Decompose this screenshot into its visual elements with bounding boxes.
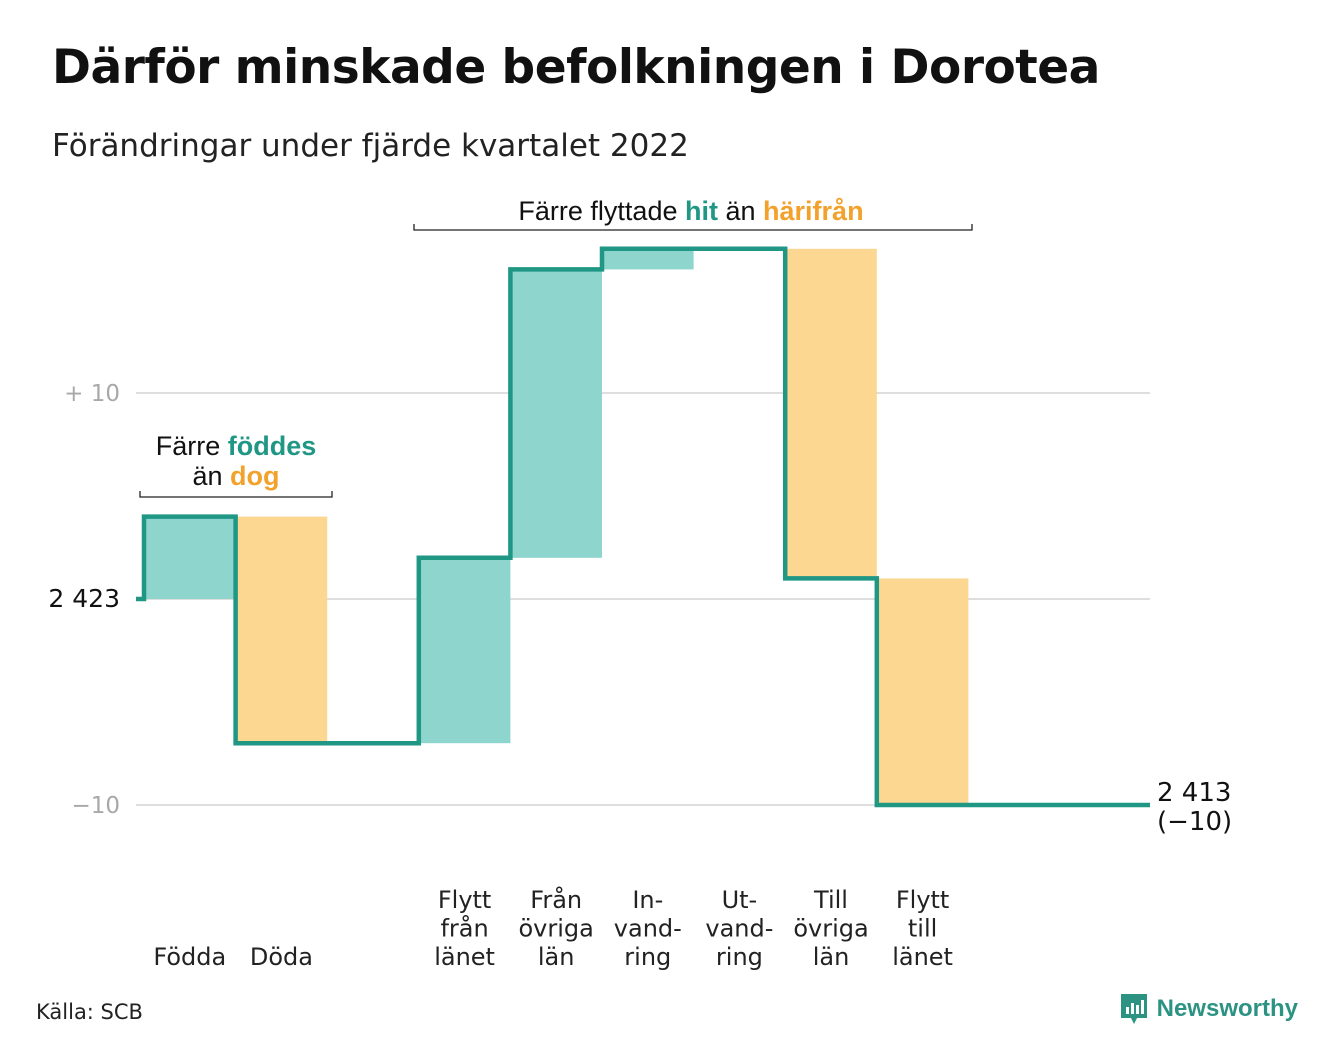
- category-label: Flytt: [896, 886, 950, 914]
- waterfall-bar: [510, 269, 602, 558]
- category-label: Flytt: [438, 886, 492, 914]
- newsworthy-logo: Newsworthy: [1119, 992, 1298, 1026]
- births-annotation-bracket: [139, 491, 333, 498]
- end-change-label: (−10): [1157, 807, 1232, 837]
- newsworthy-logo-icon: [1120, 994, 1147, 1024]
- category-label: Födda: [153, 943, 226, 971]
- category-label: från: [440, 914, 488, 943]
- category-label: Till: [813, 886, 848, 914]
- migration-annotation-bracket: [413, 224, 973, 231]
- start-value-label: 2 423: [48, 584, 120, 613]
- category-label: Från: [530, 885, 582, 914]
- category-label: vand-: [705, 915, 773, 943]
- waterfall-bar: [235, 516, 328, 744]
- category-label: övriga: [793, 915, 868, 943]
- category-label: Döda: [250, 943, 313, 971]
- waterfall-bar: [144, 516, 236, 599]
- cumulative-step-line: [136, 246, 1150, 808]
- waterfall-bar: [876, 578, 969, 805]
- category-label: ring: [624, 943, 671, 971]
- y-tick-label: + 10: [64, 381, 120, 407]
- category-label: Ut-: [722, 886, 758, 914]
- chart-title: Därför minskade befolkningen i Dorotea: [52, 40, 1100, 95]
- source-note: Källa: SCB: [36, 1000, 143, 1024]
- migration-annotation: Färre flyttade hit än härifrån: [518, 196, 863, 226]
- chart-subtitle: Förändringar under fjärde kvartalet 2022: [52, 128, 689, 164]
- category-label: län: [813, 943, 850, 971]
- waterfall-bar: [785, 248, 877, 579]
- births-annotation-line2: än dog: [192, 461, 279, 491]
- newsworthy-logo-text: Newsworthy: [1156, 995, 1298, 1022]
- category-label: till: [908, 915, 937, 943]
- category-label: vand-: [614, 915, 682, 943]
- waterfall-bar: [602, 248, 694, 270]
- category-label: övriga: [519, 915, 594, 943]
- category-label: län: [538, 943, 575, 971]
- category-label: länet: [892, 943, 953, 971]
- births-annotation-line1: Färre föddes: [156, 431, 317, 461]
- category-label: ring: [716, 943, 763, 971]
- y-tick-label: −10: [71, 793, 120, 819]
- end-value-label: 2 413: [1157, 778, 1231, 808]
- waterfall-bar: [418, 557, 511, 744]
- category-label: länet: [434, 943, 495, 971]
- category-label: In-: [632, 886, 663, 914]
